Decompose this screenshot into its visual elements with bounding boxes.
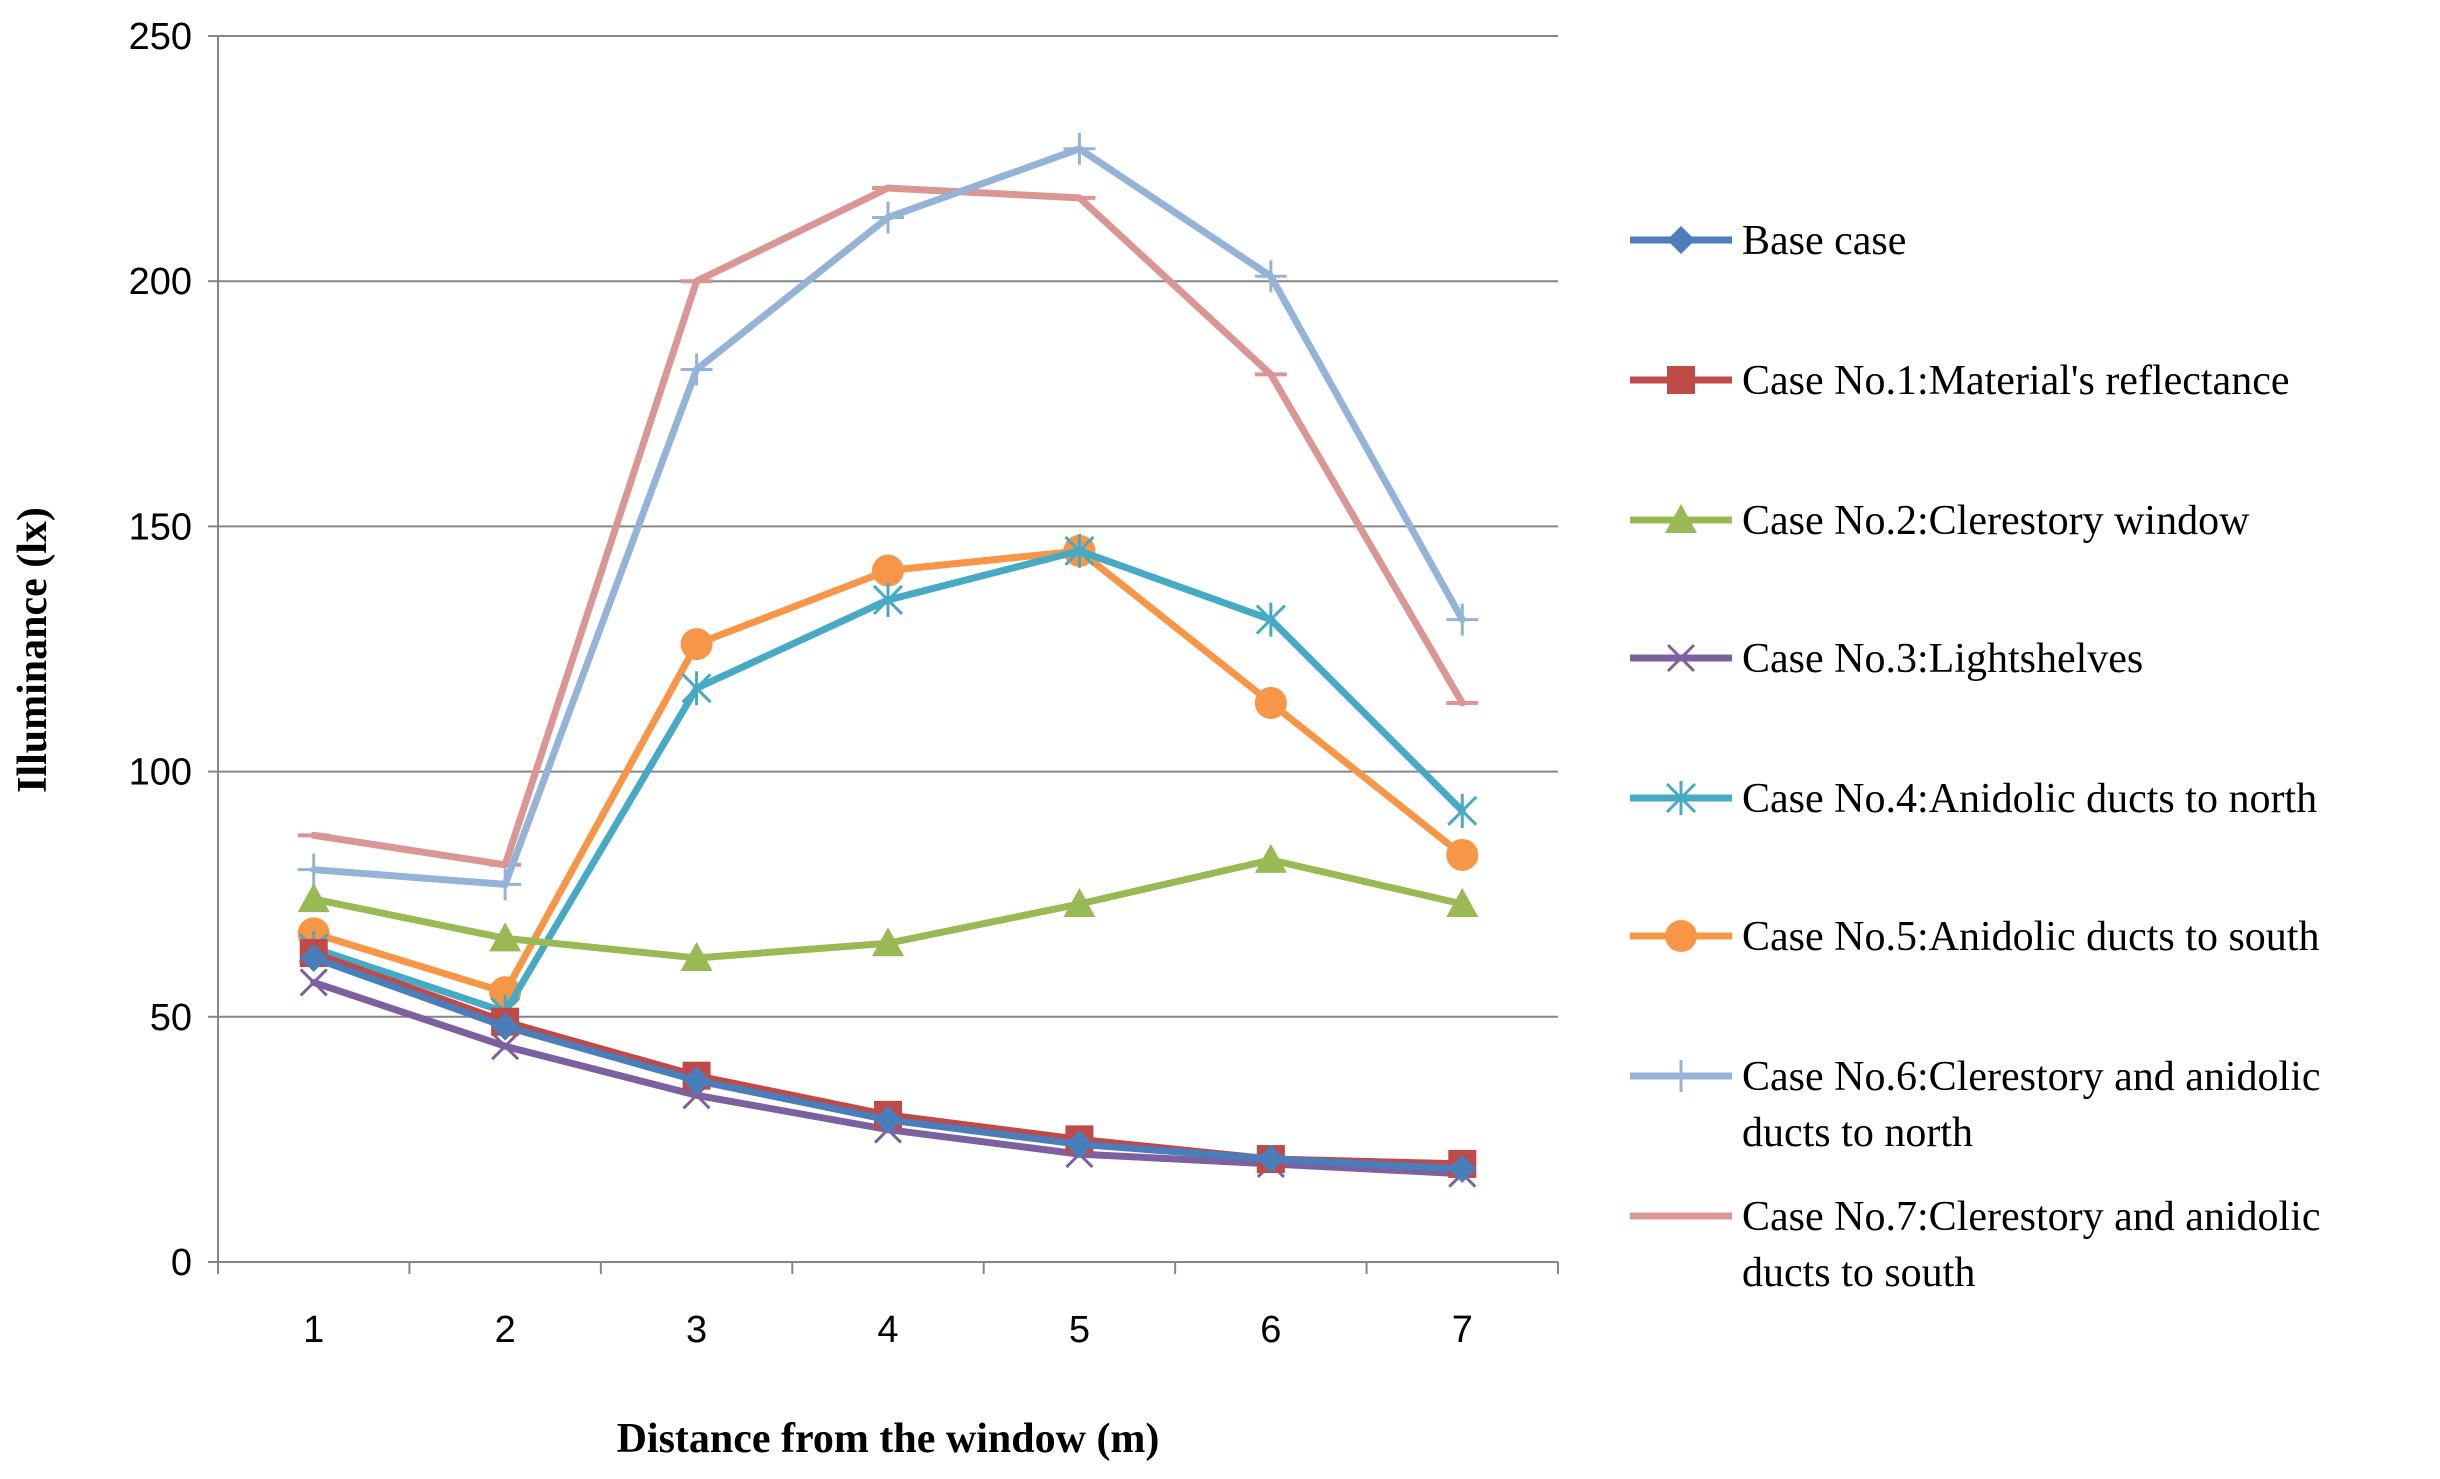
legend-swatch-marker xyxy=(1666,643,1696,673)
data-point xyxy=(872,927,904,957)
legend-label: Case No.3:Lightshelves xyxy=(1742,636,2143,682)
data-point xyxy=(1065,1130,1094,1159)
data-point xyxy=(489,868,522,901)
x-tick-label: 6 xyxy=(1260,1309,1281,1351)
data-point xyxy=(1254,843,1287,873)
legend-label: Case No.1:Material's reflectance xyxy=(1742,358,2289,404)
y-tick-label: 200 xyxy=(129,261,192,303)
legend: Base case Case No.1:Material's reflectanc… xyxy=(1630,218,2321,1296)
legend-swatch-marker xyxy=(1665,504,1697,533)
legend-swatch-marker xyxy=(1665,1060,1697,1092)
legend-item: Case No.5:Anidolic ducts to south xyxy=(1630,914,2319,960)
series-0 xyxy=(299,943,1477,1183)
data-point xyxy=(680,628,713,661)
gridlines xyxy=(218,35,1558,1018)
data-point xyxy=(872,201,904,234)
series-line xyxy=(310,145,1466,888)
legend-label: Case No.2:Clerestory window xyxy=(1742,498,2250,544)
legend-label: ducts to north xyxy=(1742,1110,1973,1156)
legend-swatch-marker xyxy=(1665,781,1697,815)
data-point xyxy=(872,554,904,587)
y-tick-label: 100 xyxy=(129,752,192,794)
data-point xyxy=(299,943,328,972)
data-point xyxy=(1446,838,1479,871)
y-tick-label: 50 xyxy=(150,997,192,1039)
legend-label: ducts to south xyxy=(1742,1250,1975,1296)
data-point xyxy=(299,968,328,997)
data-point xyxy=(680,353,713,386)
series-1 xyxy=(299,939,1477,1178)
legend-label: Case No.7:Clerestory and anidolic xyxy=(1742,1194,2321,1240)
axes xyxy=(208,35,1559,1274)
x-axis-title: Distance from the window (m) xyxy=(617,1416,1160,1462)
data-point xyxy=(1254,260,1287,293)
data-point xyxy=(1063,132,1096,165)
x-tick-label: 4 xyxy=(877,1309,898,1351)
x-tick-label: 7 xyxy=(1452,1309,1473,1351)
data-point xyxy=(1064,533,1095,568)
data-point xyxy=(489,922,522,952)
legend-item: Case No.6:Clerestory and anidolic ducts t… xyxy=(1630,1054,2321,1156)
series-2 xyxy=(297,843,1479,971)
data-point xyxy=(681,671,712,706)
data-point xyxy=(297,883,330,913)
legend-label: Case No.5:Anidolic ducts to south xyxy=(1742,914,2319,960)
y-axis-title: Illuminance (lx) xyxy=(10,507,56,793)
y-tick-label: 0 xyxy=(171,1242,192,1284)
series-6 xyxy=(297,132,1479,901)
legend-label: Base case xyxy=(1742,218,1906,264)
legend-item: Case No.4:Anidolic ducts to north xyxy=(1630,776,2317,822)
data-point xyxy=(297,853,330,886)
legend-swatch-marker xyxy=(1667,366,1695,394)
legend-label: Case No.6:Clerestory and anidolic xyxy=(1742,1054,2321,1100)
data-point xyxy=(1255,602,1286,637)
data-point xyxy=(1446,603,1479,636)
data-point xyxy=(872,582,904,617)
legend-swatch-marker xyxy=(1667,226,1695,254)
data-point xyxy=(491,1032,520,1061)
legend-label: Case No.4:Anidolic ducts to north xyxy=(1742,776,2317,822)
data-point xyxy=(1446,888,1479,918)
data-point xyxy=(1448,1154,1477,1183)
data-point xyxy=(682,1066,711,1095)
x-tick-label: 5 xyxy=(1069,1309,1090,1351)
legend-item: Base case xyxy=(1630,218,1906,264)
data-point xyxy=(1063,888,1096,918)
legend-item: Case No.3:Lightshelves xyxy=(1630,636,2143,682)
legend-swatch-marker xyxy=(1665,920,1697,952)
legend-item: Case No.7:Clerestory and anidolic ducts t… xyxy=(1630,1194,2321,1296)
data-point xyxy=(874,1105,902,1134)
data-point xyxy=(1447,793,1478,828)
data-point xyxy=(680,941,713,971)
series-lines xyxy=(297,132,1479,1188)
y-tick-label: 250 xyxy=(129,16,192,58)
x-tick-label: 2 xyxy=(495,1309,516,1351)
data-point xyxy=(1254,686,1287,719)
y-tick-label: 150 xyxy=(129,506,192,548)
data-point xyxy=(1256,1145,1285,1174)
legend-item: Case No.1:Material's reflectance xyxy=(1630,358,2289,404)
x-tick-label: 3 xyxy=(686,1309,707,1351)
tick-labels: 0 50 100 150 200 250 1 2 3 4 5 6 7 xyxy=(129,16,1473,1351)
data-point xyxy=(491,1012,520,1041)
x-tick-label: 1 xyxy=(303,1309,324,1351)
legend-item: Case No.2:Clerestory window xyxy=(1630,498,2250,544)
